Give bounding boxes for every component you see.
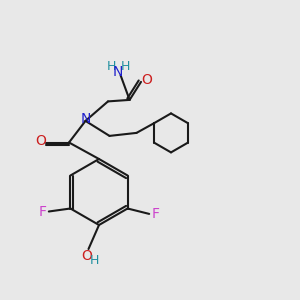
Text: O: O: [141, 74, 152, 87]
Text: H: H: [90, 254, 99, 267]
Text: N: N: [113, 65, 123, 79]
Text: O: O: [82, 250, 92, 263]
Text: H: H: [120, 60, 130, 74]
Text: N: N: [80, 112, 91, 126]
Text: F: F: [152, 207, 160, 221]
Text: H: H: [106, 60, 116, 74]
Text: O: O: [36, 134, 46, 148]
Text: F: F: [38, 205, 46, 218]
